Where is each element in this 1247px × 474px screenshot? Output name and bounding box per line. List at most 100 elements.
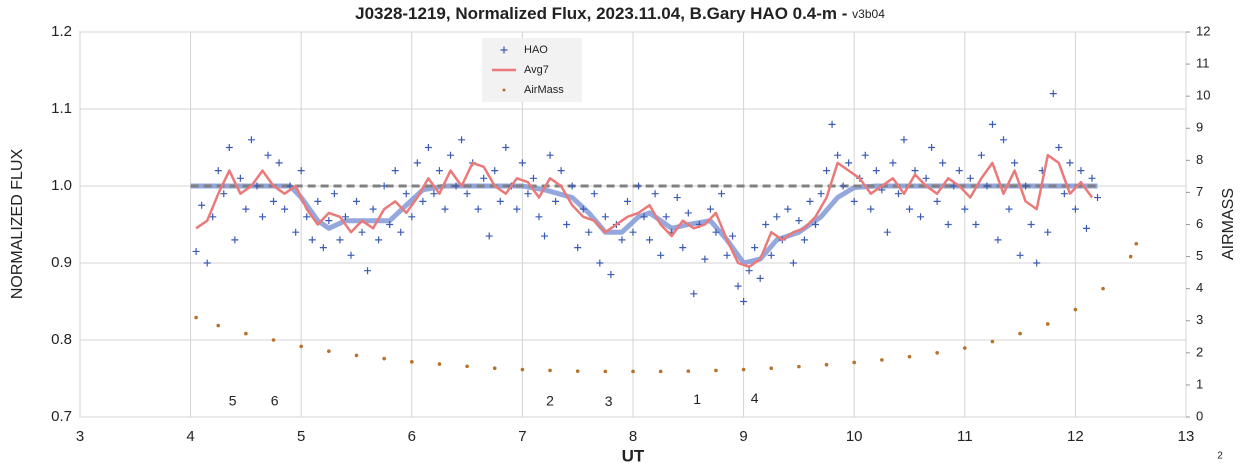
data-point: [717, 190, 725, 198]
data-point: [839, 182, 847, 190]
data-point: [341, 213, 349, 221]
data-point: [402, 190, 410, 198]
footnote: 2: [1217, 451, 1223, 462]
data-point: [712, 228, 720, 236]
data-point: [518, 159, 526, 167]
subtitle: v3b04: [852, 7, 885, 21]
airmass-point: [824, 362, 829, 367]
y-tick-label: 0.8: [51, 331, 72, 348]
data-point: [784, 205, 792, 213]
legend-symbol: [500, 46, 508, 54]
y2-tick-label: 12: [1196, 23, 1210, 38]
data-point: [806, 197, 814, 205]
data-point: [480, 174, 488, 182]
x-tick-label: 12: [1067, 428, 1084, 445]
data-point: [231, 236, 239, 244]
data-point: [635, 182, 643, 190]
airmass-point: [1128, 254, 1133, 259]
x-tick-label: 11: [957, 428, 973, 445]
data-point: [756, 274, 764, 282]
data-point: [883, 228, 891, 236]
data-point: [657, 251, 665, 259]
y2-tick-label: 4: [1196, 280, 1203, 295]
avg-line: [195, 153, 1094, 269]
data-point: [983, 182, 991, 190]
data-point: [817, 190, 825, 198]
data-point: [966, 174, 974, 182]
data-point: [590, 190, 598, 198]
data-point: [386, 221, 394, 228]
data-point: [646, 236, 654, 244]
airmass-point: [520, 367, 525, 372]
data-point: [253, 182, 261, 190]
data-point: [535, 213, 543, 221]
data-point: [585, 228, 593, 236]
data-point: [308, 236, 316, 244]
data-point: [1088, 174, 1096, 182]
airmass-point: [880, 358, 884, 362]
data-point: [734, 282, 742, 290]
data-point: [408, 213, 416, 221]
data-point: [629, 228, 637, 236]
data-point: [894, 190, 902, 198]
airmass-point: [410, 360, 414, 364]
data-point: [281, 205, 289, 213]
data-point: [563, 221, 571, 228]
data-point: [994, 236, 1002, 244]
data-point: [496, 197, 504, 205]
y2-tick-label: 9: [1196, 120, 1203, 135]
data-point: [286, 182, 294, 190]
airmass-point: [194, 315, 198, 320]
y2-tick-label: 2: [1196, 344, 1203, 359]
data-point: [258, 213, 266, 221]
annotation: 6: [271, 392, 279, 408]
data-point: [911, 167, 919, 175]
data-point: [789, 259, 797, 267]
data-point: [1033, 259, 1041, 267]
annotation: 2: [546, 392, 554, 408]
data-point: [574, 244, 582, 252]
airmass-point: [1073, 307, 1078, 312]
airmass-point: [216, 323, 221, 328]
data-point: [364, 267, 372, 275]
data-point: [1071, 205, 1079, 213]
data-point: [745, 267, 753, 275]
data-point: [1022, 182, 1030, 190]
x-tick-label: 5: [297, 428, 305, 445]
airmass-point: [1101, 286, 1105, 291]
data-point: [474, 205, 482, 213]
data-point: [1005, 205, 1013, 213]
annotation: 3: [605, 393, 613, 409]
data-point: [529, 174, 537, 182]
data-point: [1055, 144, 1063, 151]
airmass-point: [741, 367, 746, 372]
airmass-point: [603, 369, 608, 374]
data-point: [607, 271, 615, 279]
data-point: [247, 136, 255, 144]
data-point: [673, 194, 681, 202]
data-point: [679, 244, 687, 252]
data-point: [220, 190, 228, 198]
data-point: [541, 232, 549, 240]
airmass-point: [492, 366, 497, 371]
airmass-point: [354, 353, 359, 358]
data-point: [1077, 167, 1085, 175]
y-tick-label: 0.9: [51, 254, 72, 271]
x-tick-label: 3: [76, 428, 84, 445]
data-point: [977, 151, 985, 159]
data-point: [568, 182, 576, 190]
annotation: 1: [693, 391, 701, 407]
airmass-point: [686, 369, 691, 373]
data-point: [552, 197, 560, 205]
y2-tick-label: 0: [1196, 408, 1203, 423]
data-point: [413, 159, 421, 167]
data-point: [828, 120, 836, 128]
y-tick-label: 0.7: [51, 408, 72, 425]
x-tick-label: 9: [739, 428, 747, 445]
data-point: [939, 159, 947, 167]
airmass-point: [1045, 322, 1050, 326]
data-point: [375, 236, 383, 244]
data-point: [358, 228, 366, 236]
annotation: 4: [751, 390, 759, 406]
